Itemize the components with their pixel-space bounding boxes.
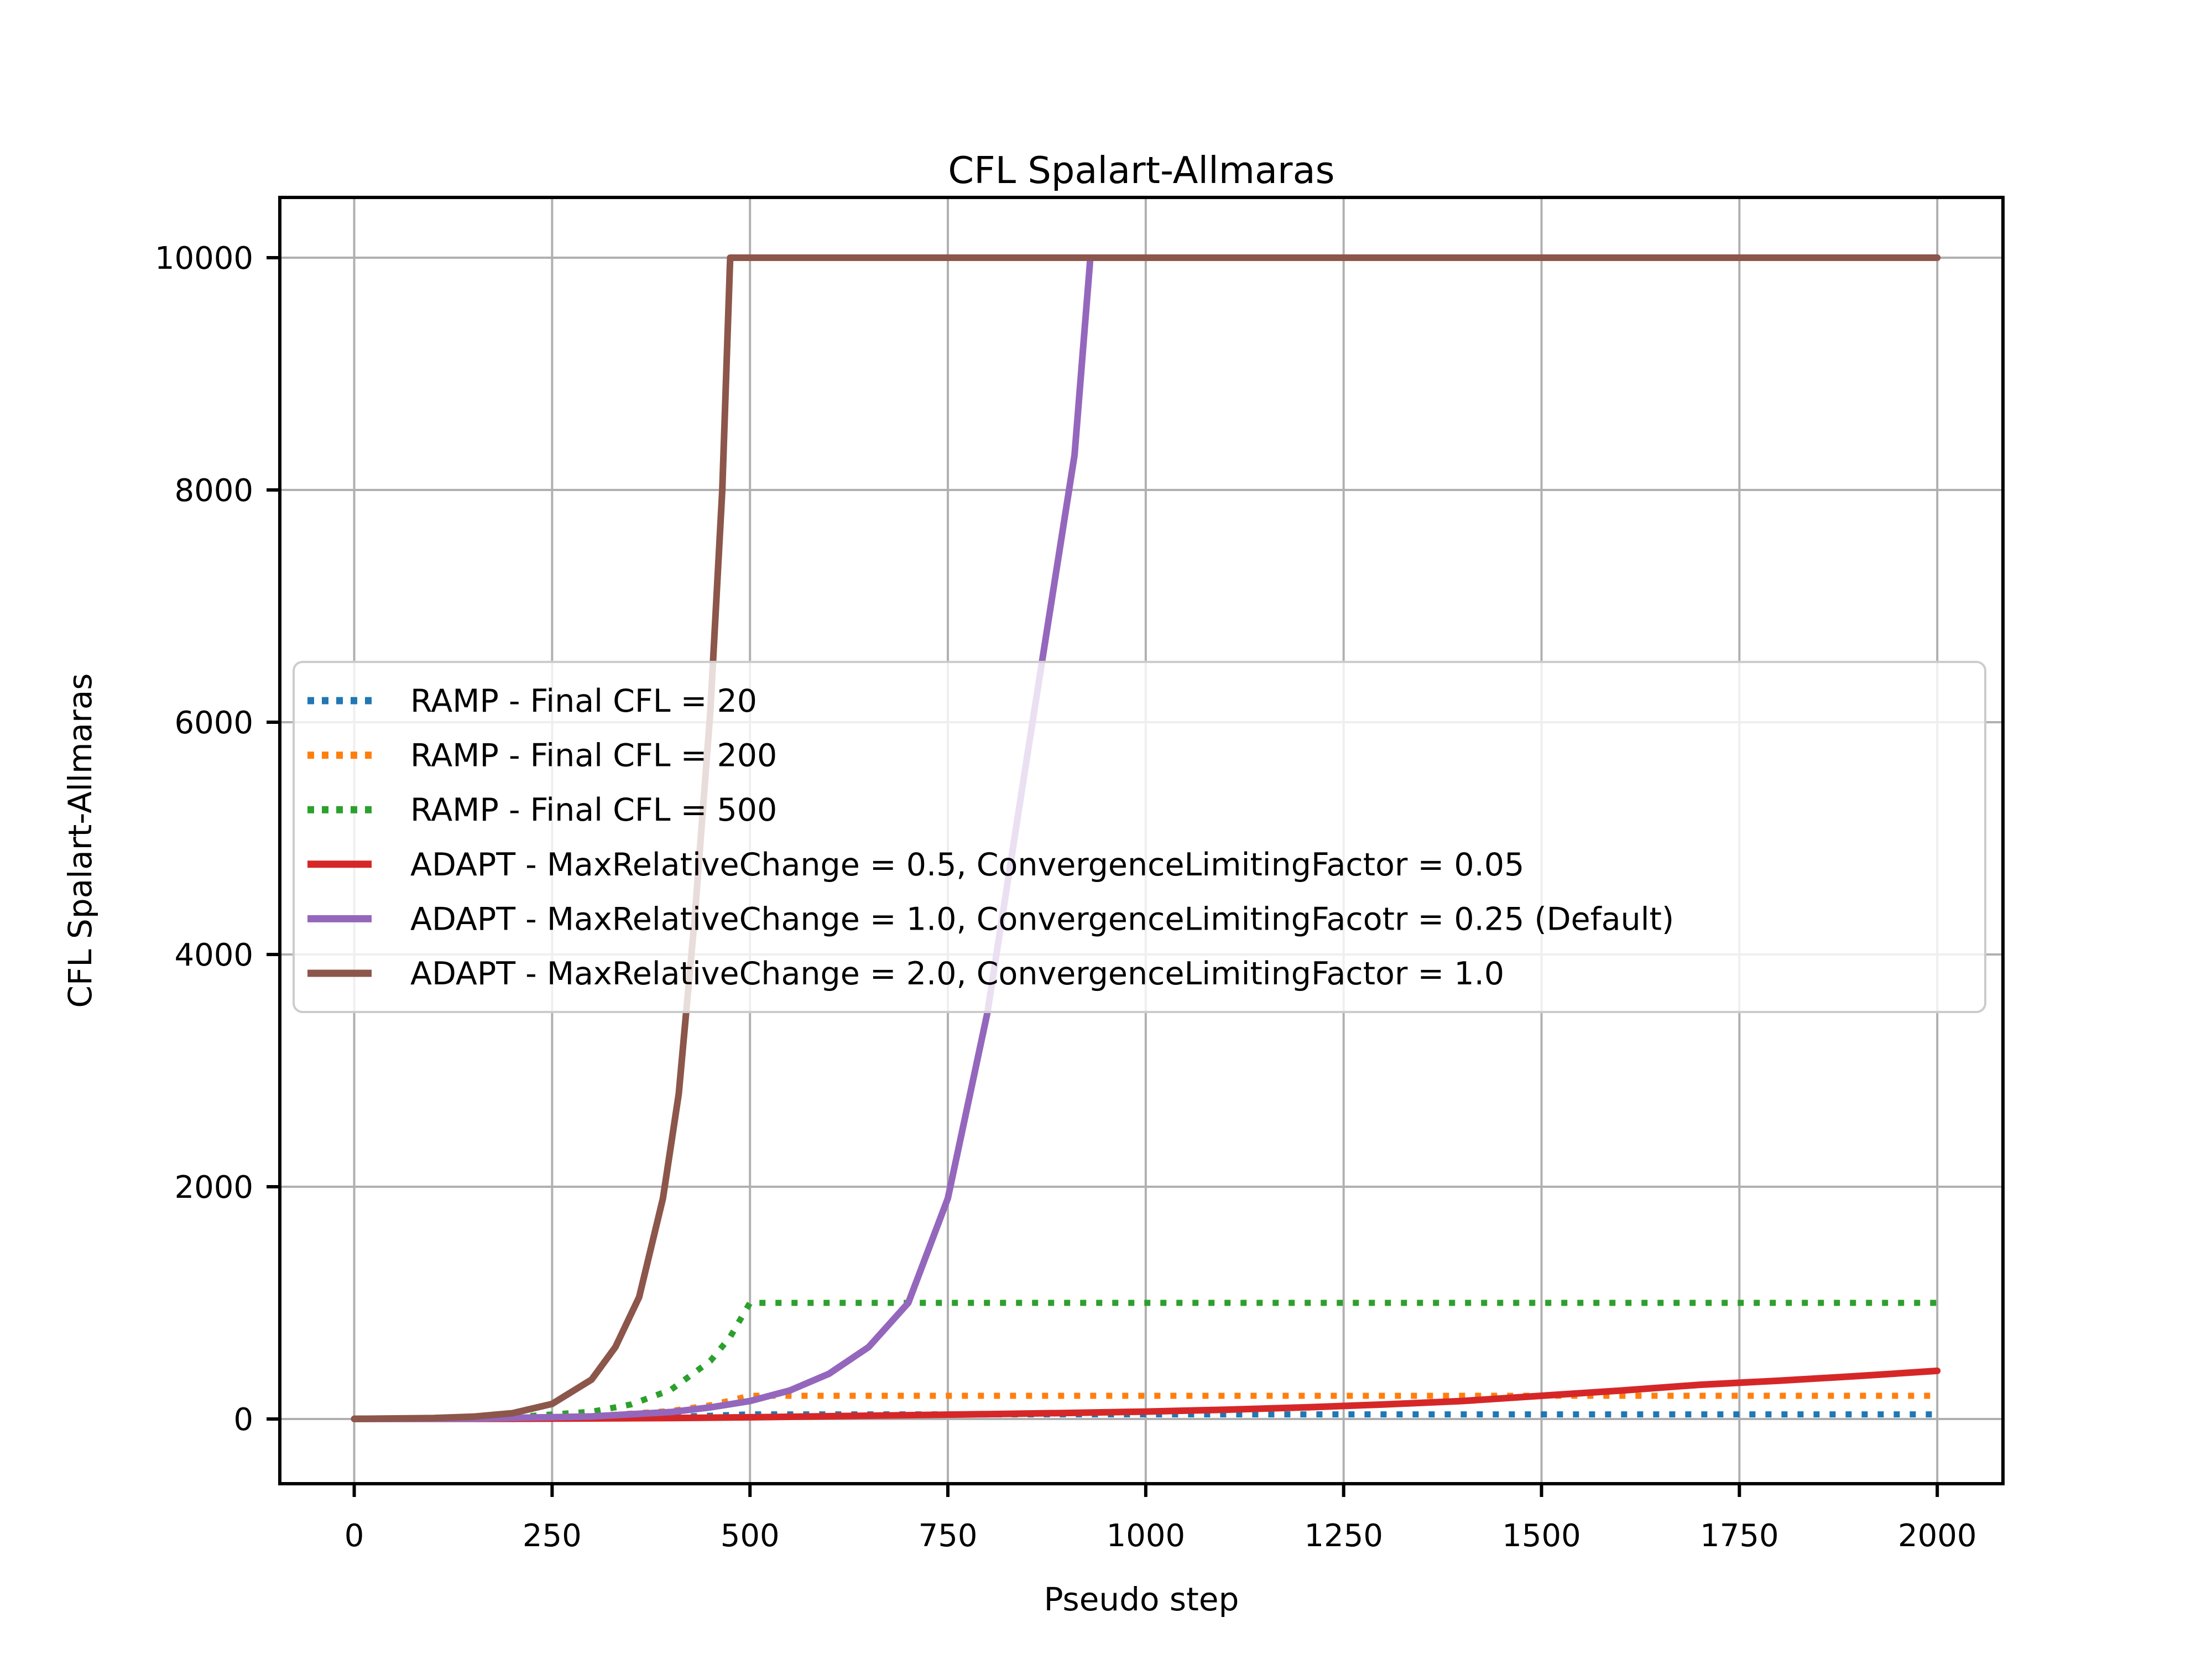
legend-label-5: ADAPT - MaxRelativeChange = 2.0, Converg… <box>410 956 1504 992</box>
chart-title: CFL Spalart-Allmaras <box>948 149 1334 192</box>
series-line-4 <box>351 254 1941 1422</box>
legend-item-4: ADAPT - MaxRelativeChange = 1.0, Converg… <box>307 901 1674 937</box>
legend-label-3: ADAPT - MaxRelativeChange = 0.5, Converg… <box>410 847 1524 883</box>
y-tick-label-2000: 2000 <box>174 1170 253 1206</box>
y-tick-label-8000: 8000 <box>174 473 253 509</box>
legend-label-4: ADAPT - MaxRelativeChange = 1.0, Converg… <box>410 901 1674 937</box>
legend-box <box>293 661 1986 1013</box>
x-axis-label: Pseudo step <box>1044 1580 1239 1618</box>
plot-lines <box>351 254 1941 1422</box>
axis-ticks: 0 250 500 750 1000 1250 1500 1750 2000 0 2000 4000 6… <box>155 241 1977 1554</box>
legend-item-5: ADAPT - MaxRelativeChange = 2.0, Converg… <box>307 956 1504 992</box>
x-tick-label-0: 0 <box>345 1518 364 1554</box>
y-tick-label-10000: 10000 <box>155 241 253 276</box>
series-line-3 <box>351 1367 1941 1422</box>
y-tick-label-4000: 4000 <box>174 937 253 973</box>
legend-item-3: ADAPT - MaxRelativeChange = 0.5, Converg… <box>307 847 1524 883</box>
x-tick-label-1750: 1750 <box>1700 1518 1779 1554</box>
legend-label-2: RAMP - Final CFL = 500 <box>410 792 777 828</box>
legend: RAMP - Final CFL = 20 RAMP - Final CFL = … <box>293 661 1986 1013</box>
x-tick-label-1500: 1500 <box>1502 1518 1581 1554</box>
series-line-5 <box>351 254 1941 1422</box>
x-tick-label-250: 250 <box>523 1518 582 1554</box>
plot-border <box>278 196 2005 1485</box>
legend-item-1: RAMP - Final CFL = 200 <box>307 738 777 774</box>
y-tick-label-6000: 6000 <box>174 705 253 741</box>
series-line-2 <box>354 1300 1938 1422</box>
x-tick-label-750: 750 <box>919 1518 978 1554</box>
x-tick-label-1000: 1000 <box>1107 1518 1186 1554</box>
legend-item-0: RAMP - Final CFL = 20 <box>307 683 757 719</box>
x-tick-label-2000: 2000 <box>1898 1518 1977 1554</box>
legend-label-1: RAMP - Final CFL = 200 <box>410 738 777 774</box>
legend-label-0: RAMP - Final CFL = 20 <box>410 683 757 719</box>
y-tick-label-0: 0 <box>233 1402 253 1438</box>
x-tick-label-500: 500 <box>721 1518 780 1554</box>
x-tick-label-1250: 1250 <box>1304 1518 1383 1554</box>
legend-item-2: RAMP - Final CFL = 500 <box>307 792 777 828</box>
y-axis-label: CFL Spalart-Allmaras <box>61 673 99 1008</box>
